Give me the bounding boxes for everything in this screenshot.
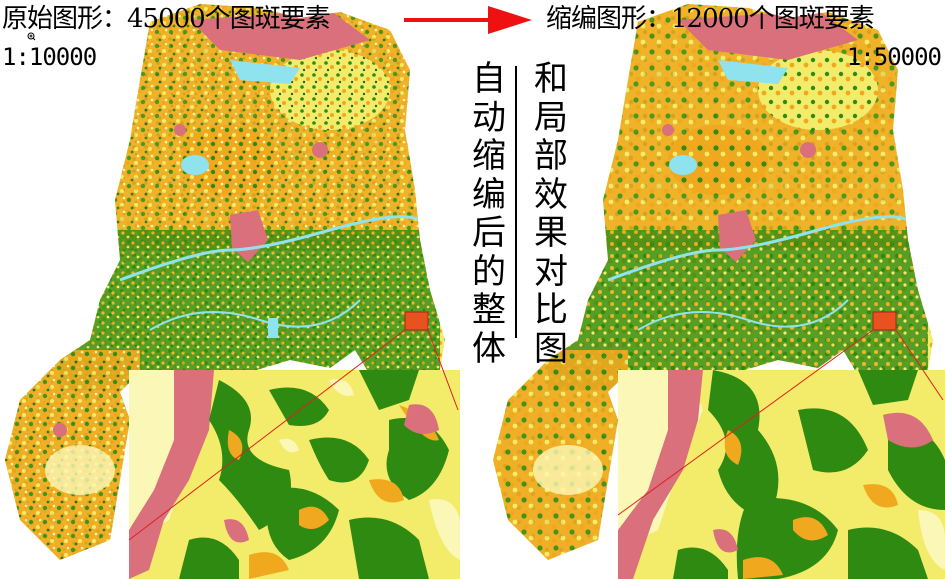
- caption-char: 局: [534, 97, 568, 138]
- caption-char: 图: [534, 328, 568, 369]
- zoom-region-box: [872, 311, 897, 331]
- caption-char: 后: [472, 213, 506, 253]
- original-detail-inset: [129, 370, 460, 579]
- caption-char: 果: [534, 213, 568, 253]
- caption-char: 部: [534, 136, 568, 176]
- caption-column-two: 和局部效果对比图: [531, 60, 571, 368]
- caption-divider: [515, 66, 517, 338]
- right-arrow-icon: [404, 6, 532, 34]
- original-map: [5, 4, 445, 560]
- generalized-map-title: 缩编图形：12000个图斑要素: [546, 4, 875, 34]
- caption-char: 效: [534, 174, 568, 215]
- caption-char: 和: [534, 59, 568, 99]
- caption-char: 的: [472, 251, 506, 292]
- caption-char: 比: [534, 290, 568, 330]
- caption-char: 体: [472, 328, 506, 369]
- zoom-cursor-icon: [27, 32, 36, 41]
- caption-char: 自: [472, 59, 506, 99]
- caption-char: 缩: [472, 136, 506, 176]
- original-map-title: 原始图形：45000个图斑要素: [2, 4, 331, 34]
- caption-char: 对: [534, 251, 568, 292]
- caption-char: 编: [472, 174, 506, 215]
- generalized-map-scale: 1:50000: [846, 43, 942, 71]
- generalized-detail-inset: [618, 370, 945, 579]
- caption-char: 动: [472, 97, 506, 138]
- original-map-scale: 1:10000: [2, 43, 97, 71]
- caption-column-one: 自动缩编后的整体: [469, 60, 509, 368]
- zoom-region-box: [404, 311, 429, 331]
- caption-char: 整: [472, 290, 506, 330]
